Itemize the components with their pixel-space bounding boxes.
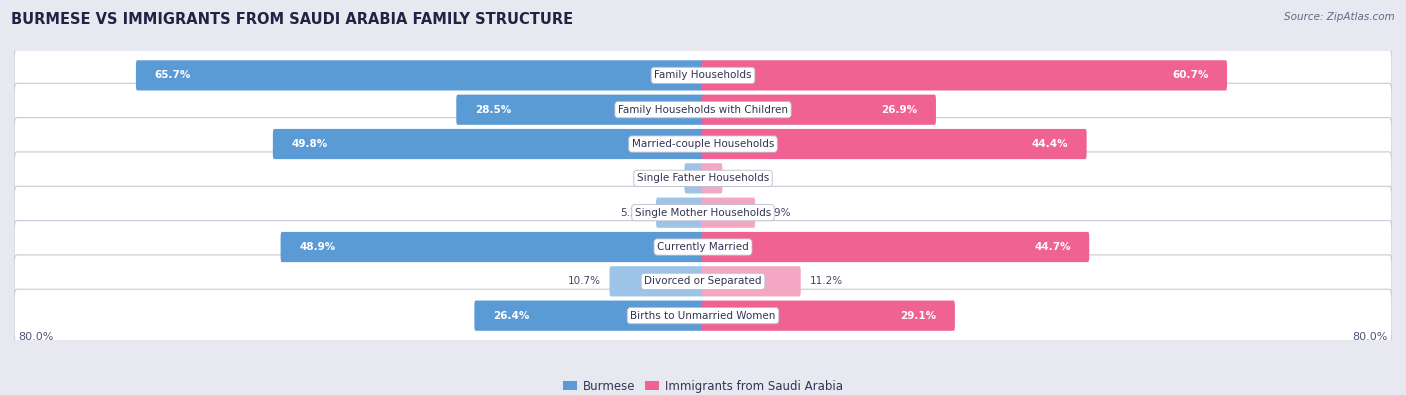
Text: 11.2%: 11.2% [810, 276, 844, 286]
Text: 10.7%: 10.7% [568, 276, 600, 286]
FancyBboxPatch shape [281, 232, 704, 262]
Text: 5.3%: 5.3% [620, 208, 647, 218]
Legend: Burmese, Immigrants from Saudi Arabia: Burmese, Immigrants from Saudi Arabia [558, 375, 848, 395]
FancyBboxPatch shape [14, 186, 1392, 239]
Text: 26.4%: 26.4% [494, 311, 529, 321]
FancyBboxPatch shape [273, 129, 704, 159]
Text: 2.0%: 2.0% [650, 173, 675, 183]
FancyBboxPatch shape [14, 289, 1392, 342]
Text: 44.4%: 44.4% [1032, 139, 1069, 149]
Text: 48.9%: 48.9% [299, 242, 336, 252]
Text: 49.8%: 49.8% [291, 139, 328, 149]
Text: 29.1%: 29.1% [900, 311, 936, 321]
Text: 60.7%: 60.7% [1173, 70, 1209, 80]
Text: 26.9%: 26.9% [882, 105, 918, 115]
FancyBboxPatch shape [702, 301, 955, 331]
Text: 5.9%: 5.9% [763, 208, 790, 218]
FancyBboxPatch shape [702, 266, 801, 296]
Text: 80.0%: 80.0% [1353, 332, 1388, 342]
FancyBboxPatch shape [702, 95, 936, 125]
FancyBboxPatch shape [702, 198, 755, 228]
Text: 44.7%: 44.7% [1033, 242, 1071, 252]
Text: Currently Married: Currently Married [657, 242, 749, 252]
Text: Single Father Households: Single Father Households [637, 173, 769, 183]
FancyBboxPatch shape [14, 49, 1392, 102]
Text: 28.5%: 28.5% [475, 105, 510, 115]
FancyBboxPatch shape [702, 232, 1090, 262]
FancyBboxPatch shape [14, 118, 1392, 171]
Text: Births to Unmarried Women: Births to Unmarried Women [630, 311, 776, 321]
FancyBboxPatch shape [457, 95, 704, 125]
FancyBboxPatch shape [14, 220, 1392, 273]
FancyBboxPatch shape [702, 60, 1227, 90]
FancyBboxPatch shape [657, 198, 704, 228]
FancyBboxPatch shape [702, 129, 1087, 159]
FancyBboxPatch shape [610, 266, 704, 296]
Text: Family Households with Children: Family Households with Children [619, 105, 787, 115]
FancyBboxPatch shape [136, 60, 704, 90]
Text: Divorced or Separated: Divorced or Separated [644, 276, 762, 286]
Text: BURMESE VS IMMIGRANTS FROM SAUDI ARABIA FAMILY STRUCTURE: BURMESE VS IMMIGRANTS FROM SAUDI ARABIA … [11, 12, 574, 27]
Text: Single Mother Households: Single Mother Households [636, 208, 770, 218]
FancyBboxPatch shape [14, 83, 1392, 136]
Text: Family Households: Family Households [654, 70, 752, 80]
Text: Source: ZipAtlas.com: Source: ZipAtlas.com [1284, 12, 1395, 22]
FancyBboxPatch shape [14, 152, 1392, 205]
Text: 2.1%: 2.1% [731, 173, 758, 183]
FancyBboxPatch shape [14, 255, 1392, 308]
Text: 65.7%: 65.7% [155, 70, 191, 80]
FancyBboxPatch shape [474, 301, 704, 331]
Text: Married-couple Households: Married-couple Households [631, 139, 775, 149]
Text: 80.0%: 80.0% [18, 332, 53, 342]
FancyBboxPatch shape [685, 163, 704, 194]
FancyBboxPatch shape [702, 163, 723, 194]
